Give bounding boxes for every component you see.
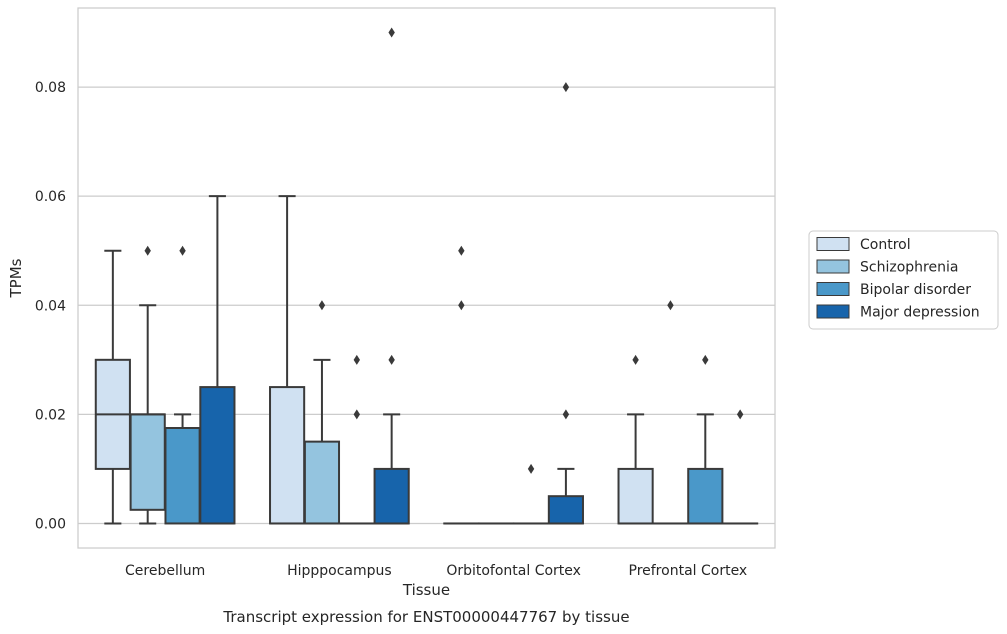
y-tick-label: 0.04 [35,298,66,314]
y-tick-label: 0.08 [35,80,66,96]
legend-label: Bipolar disorder [860,282,971,298]
flier-point [527,463,535,474]
box-groups [94,27,759,525]
legend-swatch [816,237,850,251]
box-body [164,427,201,525]
box-3-0 [617,354,654,525]
flier-point [144,245,151,256]
chart-title: Transcript expression for ENST0000044776… [222,608,629,626]
flier-point [458,245,465,256]
flier-point [667,300,674,311]
box-3-3 [722,409,759,525]
box-body [129,413,166,511]
flier-point [353,354,360,365]
box-body [547,495,584,525]
box-0-3 [199,195,236,525]
box-body [303,440,341,525]
legend-frame [808,230,999,330]
box-0-2 [164,245,201,525]
flier-point [702,354,709,365]
flier-point [736,409,744,420]
box-body [373,467,410,525]
y-tick-labels: 0.00 0.02 0.04 0.06 0.08 [35,80,66,532]
box-1-1 [303,300,341,525]
legend: Control Schizophrenia Bipolar disorder Majo… [808,230,999,330]
flier-point [353,409,360,420]
legend-label: Major depression [860,305,980,321]
flier-point [388,27,395,38]
y-tick-label: 0.06 [35,189,66,205]
flier-point [562,82,570,93]
box-1-3 [373,27,410,525]
x-tick-label: Prefrontal Cortex [629,563,748,579]
x-tick-label: Orbitofontal Cortex [446,563,581,579]
flier-point [562,409,570,420]
box-0-0 [94,249,131,525]
box-3-2 [687,354,724,525]
flier-point [632,354,639,365]
box-1-0 [269,195,306,525]
flier-point [388,354,395,365]
plot-frame [77,7,776,549]
x-tick-label: Cerebellum [125,563,205,579]
y-tick-label: 0.02 [35,407,66,423]
x-tick-label: Hipppocampus [287,563,392,579]
flier-point [179,245,186,256]
legend-label: Schizophrenia [860,260,958,276]
flier-point [318,300,326,311]
box-2-3 [547,82,584,525]
y-tick-label: 0.00 [35,516,66,532]
box-body [687,467,724,525]
flier-point [458,300,465,311]
legend-label: Control [860,237,911,253]
box-body [617,467,654,525]
x-tick-labels: Cerebellum Hipppocampus Orbitofontal Corte… [125,563,747,579]
legend-swatch [816,259,850,274]
legend-swatch [816,304,850,319]
box-0-1 [129,245,166,525]
box-body [199,386,236,525]
box-body [269,386,306,525]
legend-swatch [816,282,850,296]
x-axis-label: Tissue [402,581,450,599]
box-1-2 [338,354,375,525]
y-axis-label: TPMs [7,258,25,298]
